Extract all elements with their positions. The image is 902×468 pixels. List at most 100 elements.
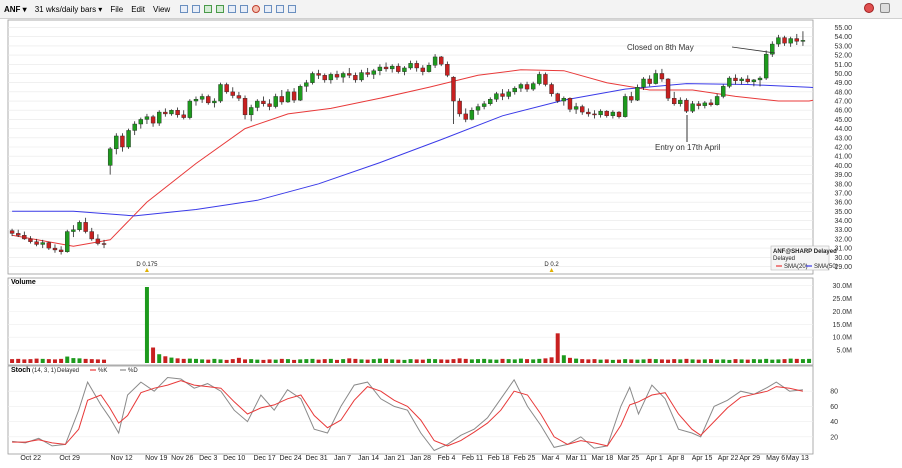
volume-bar — [255, 359, 260, 363]
volume-bar — [426, 358, 431, 363]
x-tick-label: Nov 12 — [111, 455, 133, 462]
volume-bar — [414, 359, 419, 363]
price-tick-label: 41.00 — [834, 154, 852, 161]
period-dropdown[interactable]: 31 wks/daily bars ▾ — [34, 4, 103, 14]
candle-body — [739, 78, 744, 82]
volume-bar — [659, 359, 664, 363]
candle-body — [132, 123, 137, 131]
candle-body — [684, 99, 689, 112]
x-tick-label: Mar 4 — [541, 455, 559, 462]
menu-edit[interactable]: Edit — [131, 4, 145, 14]
volume-bar — [875, 356, 879, 363]
candle-body — [46, 242, 52, 249]
volume-tick-label: 30.0M — [833, 283, 853, 290]
cursor-icon[interactable] — [180, 5, 189, 13]
toolbar: ANF ▾ 31 wks/daily bars ▾ File Edit View — [0, 0, 902, 19]
candle-body — [733, 77, 738, 82]
candle-body — [500, 93, 505, 97]
sma20-line — [12, 69, 813, 247]
stoch-params: (14, 3, 1) — [32, 368, 56, 374]
volume-bar — [200, 359, 205, 363]
volume-bar — [157, 354, 162, 363]
annotations: Closed on 8th May Entry on 17th April — [627, 43, 776, 152]
candle-body — [580, 106, 585, 113]
volume-grid — [8, 285, 813, 351]
stoch-legend: %K %D — [90, 368, 138, 374]
candle-body — [641, 78, 646, 88]
volume-bar — [500, 358, 505, 363]
trendline-icon[interactable] — [240, 5, 249, 13]
volume-bar — [439, 359, 444, 363]
candle-body — [22, 235, 27, 240]
volume-bar — [555, 333, 560, 363]
volume-bar — [433, 359, 438, 363]
volume-bar — [169, 357, 174, 363]
x-tick-label: Dec 3 — [199, 455, 217, 462]
crosshair-icon[interactable] — [192, 5, 201, 13]
candle-body — [457, 100, 462, 115]
price-tick-label: 33.00 — [834, 227, 852, 234]
candle-body — [322, 75, 327, 81]
menu-view[interactable]: View — [153, 4, 171, 14]
x-tick-label: Feb 4 — [438, 455, 456, 462]
zoom-in-icon[interactable] — [204, 5, 213, 13]
volume-panel: Volume 30.0M 25.0M 20.0M 15.0M 10.0M 5.0M — [7, 277, 879, 366]
symbol-dropdown[interactable]: ANF ▾ — [4, 4, 27, 14]
gear-icon[interactable] — [880, 3, 890, 13]
event-markers: D 0.175 D 0.2 — [136, 262, 559, 272]
candle-body — [279, 96, 285, 103]
more-icon[interactable] — [288, 5, 297, 13]
x-tick-label: Feb 11 — [462, 455, 483, 462]
x-tick-label: Nov 19 — [145, 455, 167, 462]
price-tick-label: 54.00 — [834, 34, 852, 41]
candle-body — [304, 82, 309, 87]
candle-body — [506, 91, 511, 97]
candle-body — [107, 148, 113, 166]
candle-body — [518, 84, 524, 89]
volume-bar — [549, 357, 554, 363]
x-tick-label: Feb 25 — [514, 455, 536, 462]
volume-bar — [390, 359, 395, 363]
event-marker-label: D 0.2 — [544, 262, 559, 268]
close-icon[interactable] — [864, 3, 874, 13]
layout-icon[interactable] — [276, 5, 285, 13]
candle-body — [95, 238, 101, 244]
price-tick-label: 51.00 — [834, 62, 852, 69]
candle-body — [58, 249, 64, 252]
stoch-tick-label: 40 — [830, 419, 838, 426]
candle-body — [199, 96, 205, 100]
volume-bar — [377, 358, 382, 363]
zoom-out-icon[interactable] — [216, 5, 225, 13]
candle-body — [714, 96, 720, 105]
volume-tick-label: 10.0M — [833, 335, 853, 342]
price-tick-label: 40.00 — [834, 163, 852, 170]
candle-body — [561, 98, 567, 102]
price-axis: 55.00 54.00 53.00 52.00 51.00 50.00 49.00 48.00… — [834, 25, 852, 271]
x-tick-label: Apr 22 — [718, 455, 739, 462]
candle-body — [389, 65, 395, 70]
stoch-tick-label: 80 — [830, 389, 838, 396]
volume-bar — [751, 359, 756, 363]
candle-body — [126, 130, 131, 148]
price-tick-label: 44.00 — [834, 126, 852, 133]
x-tick-label: Feb 18 — [488, 455, 510, 462]
volume-bar — [580, 359, 585, 363]
volume-bar — [469, 359, 474, 363]
pencil-icon[interactable] — [228, 5, 237, 13]
candle-body — [28, 238, 33, 242]
volume-bar — [739, 359, 744, 363]
volume-bar — [292, 359, 297, 363]
candle-body — [696, 103, 701, 106]
volume-bar — [273, 359, 278, 363]
volume-bar — [537, 358, 542, 363]
candle-body — [371, 70, 376, 75]
candle-body — [334, 74, 340, 78]
stoch-d-line — [12, 380, 804, 447]
menu-file[interactable]: File — [110, 4, 124, 14]
stoch-title: Stoch — [11, 367, 30, 374]
text-icon[interactable] — [264, 5, 273, 13]
delete-icon[interactable] — [252, 5, 261, 13]
candle-body — [101, 243, 107, 245]
